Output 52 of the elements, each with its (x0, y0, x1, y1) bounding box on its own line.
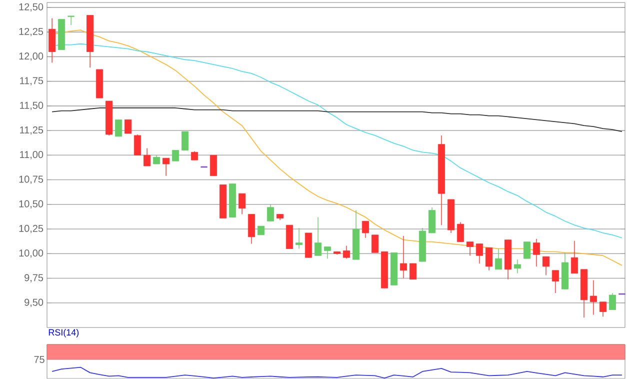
candlestick (248, 214, 256, 244)
candlestick (266, 204, 274, 222)
candlestick (599, 302, 606, 318)
y-tick-label: 10,50 (19, 200, 44, 209)
candlestick (144, 148, 151, 166)
candlestick (409, 263, 417, 280)
candlestick (362, 220, 370, 238)
candlestick (456, 222, 464, 242)
candlestick (314, 216, 322, 256)
y-tick-label: 10,00 (19, 250, 44, 258)
candlestick (608, 292, 616, 310)
candlestick (172, 150, 180, 162)
candlestick (162, 158, 170, 176)
candlestick (238, 193, 246, 215)
candlestick (124, 119, 132, 134)
text: 75 (34, 356, 44, 364)
candlestick (552, 270, 559, 294)
candlestick (476, 244, 483, 264)
candlestick (428, 207, 436, 234)
candlestick (295, 228, 303, 250)
y-tick-label: 11,50 (20, 102, 44, 110)
y-tick-label: 10,75 (19, 176, 44, 184)
candlestick (466, 242, 474, 256)
candlestick (570, 240, 578, 274)
candlestick (210, 154, 218, 176)
candlestick (485, 248, 492, 271)
y-tick-label: 9,50 (24, 298, 44, 308)
candlestick (134, 134, 142, 156)
y-tick-label: 12,00 (19, 52, 44, 61)
candlestick (67, 16, 75, 26)
candlestick (523, 242, 530, 260)
candlestick (286, 224, 294, 250)
candlestick (542, 256, 550, 276)
y-tick-label: 12,25 (19, 28, 44, 36)
candlestick (514, 259, 521, 274)
candlestick (590, 280, 597, 316)
y-tick-label: 12,50 (19, 3, 44, 12)
candlestick (532, 238, 540, 267)
candlestick (400, 236, 408, 279)
candlestick (115, 119, 122, 137)
y-tick-label: 11,00 (20, 151, 44, 160)
y-tick-label: 9,75 (24, 274, 44, 283)
y-tick-label: 11,75 (20, 77, 44, 86)
candlestick (324, 246, 332, 260)
candlestick (181, 131, 189, 151)
candlestick (494, 248, 502, 270)
y-tick-label: 11,25 (20, 126, 44, 135)
chart-title: RSI(14) (48, 329, 79, 338)
y-tick-label: 10,25 (19, 225, 44, 234)
candlestick (48, 18, 56, 64)
candlestick (371, 234, 379, 254)
candlestick (342, 246, 350, 260)
